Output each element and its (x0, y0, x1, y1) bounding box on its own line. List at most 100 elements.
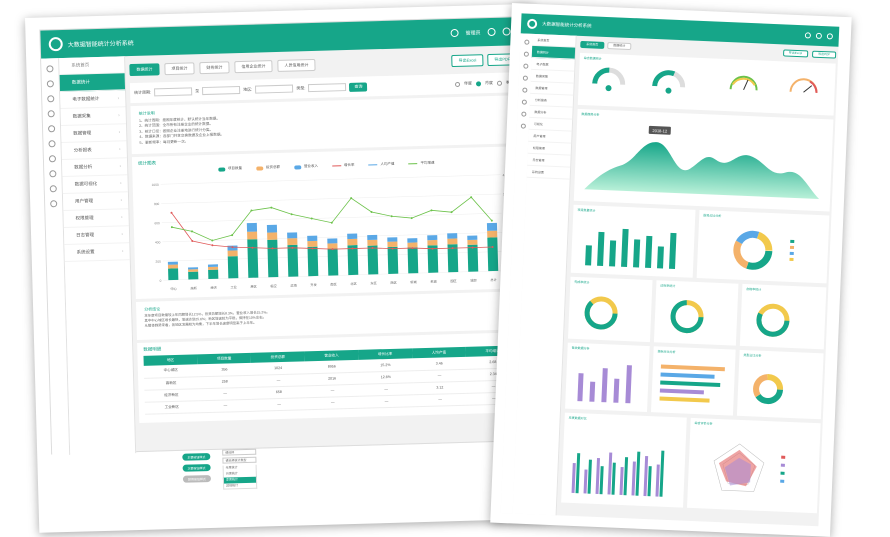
bar-营业收入[interactable] (307, 235, 318, 242)
line-point[interactable] (390, 215, 393, 218)
sidebar-item[interactable]: 用户管理 › (62, 192, 129, 212)
bar-营业收入[interactable] (347, 233, 358, 240)
bar-投资总额[interactable] (307, 240, 318, 247)
bar-投资总额[interactable] (267, 232, 278, 240)
bar-投资总额[interactable] (427, 239, 438, 246)
report-icon[interactable] (521, 87, 527, 93)
line-point[interactable] (330, 221, 333, 224)
sidebar-item[interactable]: 系统设置 (526, 165, 571, 180)
line-point[interactable] (271, 247, 274, 250)
bar-营业收入[interactable] (486, 222, 498, 231)
bar-营业收入[interactable] (246, 222, 258, 232)
bar-项目数量[interactable] (327, 248, 339, 276)
bar-项目数量[interactable] (367, 245, 379, 275)
sidebar-item[interactable]: 数据采集 › (60, 107, 127, 127)
settings-icon[interactable] (826, 33, 834, 40)
bar-投资总额[interactable] (327, 243, 338, 249)
line-point[interactable] (170, 226, 173, 229)
power-icon[interactable] (815, 32, 823, 40)
bar-项目数量[interactable] (447, 244, 459, 273)
line-point[interactable] (231, 246, 234, 249)
tab-stats[interactable]: 数据统计 (607, 41, 632, 50)
bar-营业收入[interactable] (266, 224, 278, 233)
tab-credit-enterprise[interactable]: 信用企业统计 (234, 60, 273, 74)
log-icon[interactable] (49, 170, 57, 178)
sidebar-item[interactable]: 系统首页 (59, 56, 125, 76)
dropdown-value[interactable]: 请选择 (222, 448, 257, 456)
sidebar-item[interactable]: 数据管理 › (61, 124, 127, 144)
tab-data-stats[interactable]: 数据统计 (129, 63, 160, 77)
line-point[interactable] (270, 206, 273, 209)
bar-项目数量[interactable] (347, 245, 359, 276)
sidebar-item[interactable]: 数据可视化 › (62, 175, 128, 195)
line-point[interactable] (491, 246, 494, 249)
end-date-select[interactable] (202, 86, 241, 96)
user-icon[interactable] (804, 32, 812, 39)
settings-icon[interactable] (502, 27, 511, 36)
type-select[interactable] (308, 83, 347, 93)
line-point[interactable] (470, 196, 473, 199)
folder-icon[interactable] (47, 110, 55, 118)
sidebar-item[interactable]: 系统设置 › (64, 243, 130, 262)
bar-营业收入[interactable] (407, 238, 418, 243)
bar-项目数量[interactable] (168, 268, 179, 281)
chart-icon[interactable] (46, 80, 54, 88)
bar-营业收入[interactable] (167, 261, 178, 265)
secondary-button-sample[interactable]: 次要按钮样式 (182, 463, 211, 472)
chart-icon[interactable] (523, 51, 529, 57)
bar-项目数量[interactable] (227, 256, 239, 279)
sidebar-item[interactable]: 电子数据统计 › (60, 90, 126, 110)
bar-投资总额[interactable] (247, 231, 258, 240)
bar-项目数量[interactable] (247, 239, 259, 278)
line-point[interactable] (451, 247, 454, 250)
dropdown-sample[interactable]: 请选择 请选择统计类型 年度统计 月度统计 季度统计 其他统计 (222, 448, 258, 490)
bar-项目数量[interactable] (307, 246, 319, 277)
line-point[interactable] (370, 210, 373, 213)
line-point[interactable] (291, 246, 294, 249)
power-icon[interactable] (487, 27, 496, 37)
tab-project-stats[interactable]: 项目统计 (164, 62, 195, 76)
query-button[interactable]: 查询 (349, 81, 368, 92)
bar-项目数量[interactable] (467, 244, 479, 272)
tab-finance-stats[interactable]: 财务统计 (199, 61, 230, 75)
bar-投资总额[interactable] (387, 241, 398, 248)
line-point[interactable] (231, 234, 234, 237)
bar-投资总额[interactable] (347, 238, 358, 246)
radio-quarter[interactable] (496, 80, 503, 86)
sidebar-item[interactable]: 数据分析 › (61, 158, 128, 178)
line-point[interactable] (290, 213, 293, 216)
bar-营业收入[interactable] (447, 233, 458, 239)
sidebar-item[interactable]: 分析报表 › (61, 141, 127, 161)
user-icon[interactable] (521, 99, 527, 105)
bar-营业收入[interactable] (467, 235, 478, 241)
region-select[interactable] (255, 84, 294, 94)
home-icon[interactable] (46, 65, 54, 73)
bar-投资总额[interactable] (167, 264, 179, 269)
bar-项目数量[interactable] (267, 239, 279, 278)
line-point[interactable] (391, 247, 394, 250)
log-icon[interactable] (520, 123, 526, 129)
bar-营业收入[interactable] (287, 232, 298, 239)
data-icon[interactable] (522, 63, 528, 69)
bar-投资总额[interactable] (208, 266, 219, 270)
export-pdf-button[interactable]: 导出PDF (811, 50, 837, 59)
report-icon[interactable] (48, 125, 56, 133)
tab-home[interactable]: 系统首页 (580, 40, 605, 49)
bar-投资总额[interactable] (188, 269, 199, 272)
lock-icon[interactable] (520, 111, 526, 117)
bar-营业收入[interactable] (427, 235, 438, 241)
sidebar-item[interactable]: 日志管理 › (63, 226, 130, 245)
bar-项目数量[interactable] (188, 271, 199, 280)
bar-营业收入[interactable] (207, 264, 219, 267)
bar-投资总额[interactable] (467, 239, 478, 245)
line-point[interactable] (191, 240, 194, 243)
export-excel-button[interactable]: 导出Excel (451, 54, 484, 68)
bar-投资总额[interactable] (227, 250, 238, 257)
line-point[interactable] (310, 217, 313, 220)
export-excel-button[interactable]: 导出Excel (782, 48, 809, 57)
line-point[interactable] (211, 244, 214, 247)
radio-month[interactable] (475, 80, 482, 86)
tab-credit-personnel[interactable]: 人员信用统计 (277, 58, 316, 72)
start-date-select[interactable] (154, 87, 193, 97)
bar-投资总额[interactable] (447, 238, 458, 245)
